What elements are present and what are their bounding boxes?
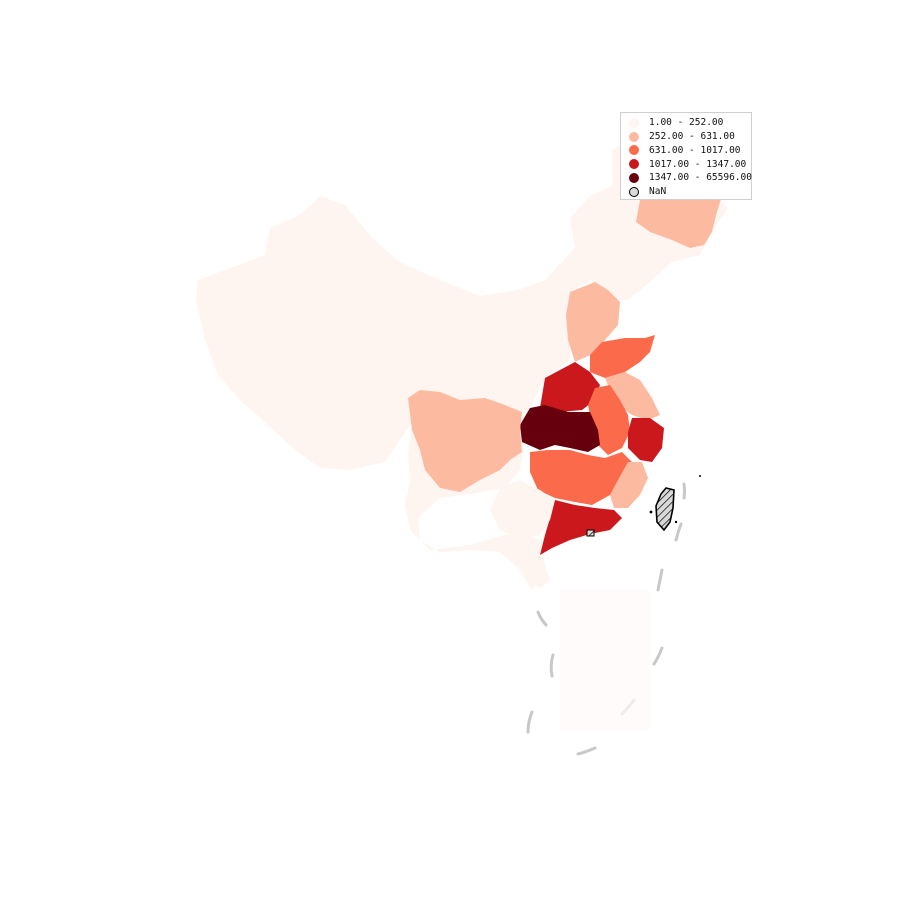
legend-swatch-icon [629, 173, 639, 184]
island-marker [699, 475, 701, 477]
region-west-china [196, 138, 728, 590]
island-marker [649, 510, 653, 514]
island-marker [674, 520, 678, 524]
south-sea-islands-area [560, 590, 650, 730]
legend-item: 252.00 - 631.00 [629, 130, 751, 144]
legend-item: 1347.00 - 65596.00 [629, 171, 752, 185]
legend-swatch-icon [629, 131, 639, 142]
region-hunan-jiangxi [530, 450, 632, 505]
legend-item: NaN [629, 185, 751, 199]
region-guangxi [490, 480, 555, 540]
region-north-central [566, 282, 620, 362]
legend-swatch-icon [629, 145, 639, 156]
region-guangdong [540, 500, 622, 555]
legend-item: 631.00 - 1017.00 [629, 144, 751, 158]
legend-item: 1.00 - 252.00 [629, 116, 751, 130]
legend-label: 631.00 - 1017.00 [649, 144, 741, 156]
region-hainan [530, 566, 550, 588]
legend-item: 1017.00 - 1347.00 [629, 157, 751, 171]
legend-label: 1017.00 - 1347.00 [649, 158, 747, 170]
legend-label: 1347.00 - 65596.00 [649, 172, 752, 184]
legend-swatch-icon [629, 186, 639, 197]
region-shandong [590, 335, 655, 378]
region-zhejiang [628, 418, 664, 462]
region-taiwan-nodata [655, 487, 675, 532]
legend-label: 1.00 - 252.00 [649, 117, 724, 129]
legend-label: NaN [649, 186, 667, 198]
legend-label: 252.00 - 631.00 [649, 130, 735, 142]
legend-swatch-icon [629, 117, 639, 128]
region-fujian [610, 462, 648, 508]
region-henan [540, 362, 600, 412]
legend-swatch-icon [629, 159, 639, 170]
region-northeast [636, 192, 722, 248]
region-sichuan [408, 390, 522, 492]
map-legend: 1.00 - 252.00 252.00 - 631.00 631.00 - 101… [620, 112, 752, 200]
region-jiangsu [605, 372, 660, 420]
region-hongkong-nodata [586, 529, 595, 537]
region-hubei [520, 405, 600, 452]
